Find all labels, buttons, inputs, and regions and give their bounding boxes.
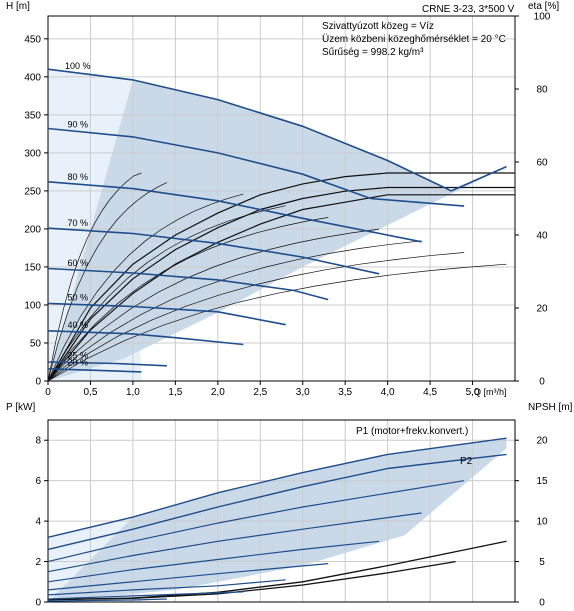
info-line-density: Sűrűség = 998.2 kg/m³ [322, 47, 424, 58]
bottom-left-tick-label-0: 0 [35, 598, 41, 609]
top-plot-frame [47, 15, 516, 382]
power-curve-6 [47, 579, 286, 596]
x-tick-label-10: 5,0 [466, 387, 480, 398]
top-right-tick-label-3: 60 [536, 158, 548, 169]
head-operating-band [48, 79, 507, 382]
eta-speed-curve-8 [47, 172, 142, 382]
head-curve-7 [47, 361, 167, 367]
product-label: CRNE 3-23, 3*500 V [422, 4, 515, 15]
x-tick-label-3: 1,5 [168, 387, 182, 398]
power-curve-1 [47, 453, 507, 551]
bottom-right-tick-label-4: 20 [536, 436, 548, 447]
bottom-left-tick-label-2: 4 [35, 517, 41, 528]
top-right-tick-label-5: 100 [534, 12, 551, 23]
head-curve-4 [47, 267, 329, 301]
eta-speed-curve-6 [47, 193, 244, 382]
power-curve-7 [47, 591, 244, 600]
power-curve-2 [47, 480, 465, 563]
speed-label-8: 20 % [67, 358, 88, 368]
x-tick-label-6: 3,0 [296, 387, 310, 398]
eta-speed-curve-0 [47, 263, 507, 382]
top-left-tick-label-2: 100 [24, 300, 41, 311]
speed-label-0: 100 % [65, 61, 91, 71]
head-curve-5 [47, 302, 286, 326]
top-right-tick-label-1: 20 [536, 304, 548, 315]
eta-speed-curve-3 [47, 228, 380, 382]
head-curve-1 [47, 127, 465, 207]
info-line-medium: Szivattyúzott közeg = Víz [322, 21, 434, 32]
eta-speed-curve-4 [47, 217, 329, 382]
power-npsh-chart: 0 2 4 6 8 0 5 10 15 20 [35, 419, 548, 609]
head-curve-8 [47, 368, 142, 373]
speed-label-4: 60 % [67, 258, 88, 268]
x-tick-label-5: 2,5 [253, 387, 267, 398]
speed-label-6: 40 % [67, 320, 88, 330]
top-left-tick-label-9: 450 [24, 34, 41, 45]
eta-curve-1 [47, 186, 515, 382]
head-curve-6 [47, 330, 244, 346]
power-curve-4 [47, 540, 380, 583]
h-axis-title: H [m] [6, 1, 30, 12]
speed-label-7: 25 % [67, 351, 88, 361]
top-left-tick-label-4: 200 [24, 224, 41, 235]
eta-curve-2 [47, 194, 515, 382]
power-curve-0 [47, 437, 507, 538]
bottom-right-tick-label-0: 0 [539, 598, 545, 609]
npsh-axis-title: NPSH [m] [528, 402, 573, 413]
power-curve-5 [47, 563, 329, 591]
bottom-left-tick-label-1: 2 [35, 557, 41, 568]
eta-curve-0 [47, 172, 515, 382]
power-operating-band [48, 438, 507, 602]
npsh-curve-1 [47, 560, 456, 601]
x-tick-label-2: 1,0 [126, 387, 140, 398]
x-tick-label-1: 0,5 [84, 387, 98, 398]
power-curve-3 [47, 512, 422, 573]
x-tick-label-7: 3,5 [338, 387, 352, 398]
eta-speed-curve-5 [47, 205, 286, 382]
bottom-left-tick-label-3: 6 [35, 476, 41, 487]
bottom-right-tick-label-2: 10 [536, 517, 548, 528]
power-curve-8 [47, 598, 167, 602]
head-curve-3 [47, 227, 380, 275]
info-line-temperature: Üzem közbeni közeghőmérséklet = 20 °C [322, 33, 506, 45]
head-curve-0 [47, 68, 507, 192]
top-left-tick-label-6: 300 [24, 148, 41, 159]
speed-label-3: 70 % [67, 218, 88, 228]
top-right-tick-label-0: 0 [539, 377, 545, 388]
x-tick-label-0: 0 [45, 387, 51, 398]
bottom-plot-frame [47, 419, 516, 603]
speed-label-5: 50 % [67, 293, 88, 303]
eta-axis-title: eta [%] [528, 1, 559, 12]
p1-series-label: P1 (motor+frekv.konvert.) [356, 426, 468, 437]
top-right-tick-label-4: 80 [536, 85, 548, 96]
top-left-tick-label-8: 400 [24, 72, 41, 83]
p-axis-title: P [kW] [6, 402, 35, 413]
x-axis-title: Q [m³/h] [474, 387, 507, 397]
top-left-tick-label-5: 250 [24, 186, 41, 197]
speed-label-2: 80 % [67, 172, 88, 182]
top-right-tick-label-2: 40 [536, 231, 548, 242]
top-left-tick-label-1: 50 [30, 338, 42, 349]
bottom-right-tick-label-3: 15 [536, 476, 548, 487]
bottom-right-tick-label-1: 5 [539, 557, 545, 568]
bottom-left-tick-label-4: 8 [35, 436, 41, 447]
x-tick-label-9: 4,5 [423, 387, 437, 398]
top-left-tick-label-7: 350 [24, 110, 41, 121]
x-tick-label-4: 2,0 [211, 387, 225, 398]
head-curve-2 [47, 181, 422, 243]
speed-label-1: 90 % [67, 119, 88, 129]
head-efficiency-chart: 0 50 100 150 200 250 300 350 400 450 0 20 40 60 80 100 0… [24, 12, 550, 399]
top-left-tick-label-3: 150 [24, 262, 41, 273]
p2-series-label: P2 [460, 456, 473, 467]
x-tick-label-8: 4,0 [381, 387, 395, 398]
top-left-tick-label-0: 0 [35, 377, 41, 388]
